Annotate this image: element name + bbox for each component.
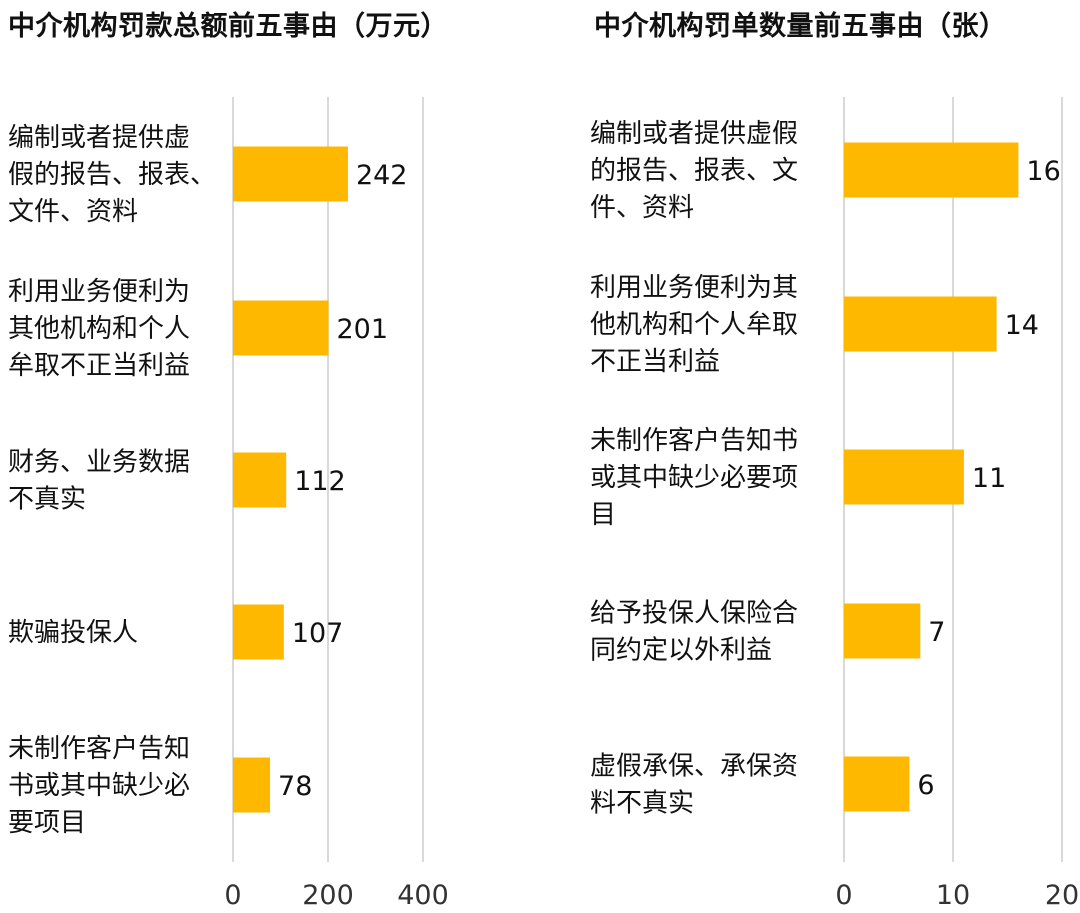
category-label: 利用业务便利为其他机构和个人牟取不正当利益 <box>590 273 798 377</box>
category-label: 编制或者提供虚假的报告、报表、文件、资料 <box>8 123 216 227</box>
bar <box>233 146 348 202</box>
data-label: 16 <box>1026 156 1060 187</box>
category-label-line: 其他机构和个人 <box>8 314 190 344</box>
bar <box>844 296 997 352</box>
category-label-line: 的报告、报表、文 <box>590 156 798 186</box>
category-label-line: 他机构和个人牟取 <box>590 310 798 340</box>
chart-title-left: 中介机构罚款总额前五事由（万元） <box>8 11 448 42</box>
bar <box>233 300 329 356</box>
data-label: 7 <box>928 617 945 648</box>
category-label-line: 未制作客户告知书 <box>590 426 798 456</box>
category-label-line: 编制或者提供虚 <box>8 123 190 153</box>
category-label: 利用业务便利为其他机构和个人牟取不正当利益 <box>8 277 190 381</box>
category-label: 财务、业务数据不真实 <box>8 448 190 515</box>
bar <box>844 756 910 812</box>
tick-label: 0 <box>224 880 241 911</box>
category-label: 编制或者提供虚假的报告、报表、文件、资料 <box>590 119 798 223</box>
category-label-line: 欺骗投保人 <box>8 618 138 648</box>
category-label-line: 编制或者提供虚假 <box>590 119 798 149</box>
category-label: 未制作客户告知书或其中缺少必要项目 <box>8 734 190 838</box>
bar <box>233 452 287 508</box>
category-label-line: 料不真实 <box>590 789 694 819</box>
category-label-line: 目 <box>590 500 616 530</box>
data-label: 242 <box>356 160 408 191</box>
category-label-line: 书或其中缺少必 <box>8 771 190 801</box>
category-label-line: 或其中缺少必要项 <box>590 463 798 493</box>
tick-label: 20 <box>1045 880 1079 911</box>
data-label: 6 <box>917 770 934 801</box>
category-label-line: 牟取不正当利益 <box>8 351 190 381</box>
bar <box>844 603 921 659</box>
category-label-line: 要项目 <box>8 808 86 838</box>
category-label-line: 假的报告、报表、 <box>8 160 216 190</box>
category-label: 未制作客户告知书或其中缺少必要项目 <box>590 426 798 530</box>
category-label: 欺骗投保人 <box>8 618 138 648</box>
category-label-line: 件、资料 <box>590 193 694 223</box>
tick-label: 200 <box>302 880 354 911</box>
data-label: 11 <box>972 463 1006 494</box>
tick-label: 0 <box>835 880 852 911</box>
category-label-line: 不真实 <box>8 485 86 515</box>
category-label-line: 不正当利益 <box>590 347 720 377</box>
category-label-line: 虚假承保、承保资 <box>590 752 798 782</box>
chart-title-right: 中介机构罚单数量前五事由（张） <box>594 11 1007 42</box>
category-label: 给予投保人保险合同约定以外利益 <box>590 599 798 666</box>
category-label-line: 财务、业务数据 <box>8 448 190 478</box>
chart-right: 16141176编制或者提供虚假的报告、报表、文件、资料利用业务便利为其他机构和… <box>590 97 1079 911</box>
data-label: 107 <box>292 618 344 649</box>
tick-label: 10 <box>936 880 970 911</box>
bar <box>233 604 284 660</box>
tick-label: 400 <box>397 880 449 911</box>
data-label: 112 <box>294 466 346 497</box>
bar <box>233 757 271 813</box>
bar <box>844 449 964 505</box>
bar <box>844 142 1019 198</box>
category-label-line: 未制作客户告知 <box>8 734 190 764</box>
category-label-line: 给予投保人保险合 <box>590 599 798 629</box>
chart-left: 24220111210778编制或者提供虚假的报告、报表、文件、资料利用业务便利… <box>8 97 449 911</box>
category-label: 虚假承保、承保资料不真实 <box>590 752 798 819</box>
category-label-line: 利用业务便利为 <box>8 277 190 307</box>
category-label-line: 同约定以外利益 <box>590 636 772 666</box>
data-label: 14 <box>1005 310 1039 341</box>
data-label: 78 <box>278 771 312 802</box>
category-label-line: 利用业务便利为其 <box>590 273 798 303</box>
data-label: 201 <box>336 314 388 345</box>
category-label-line: 文件、资料 <box>8 197 138 227</box>
